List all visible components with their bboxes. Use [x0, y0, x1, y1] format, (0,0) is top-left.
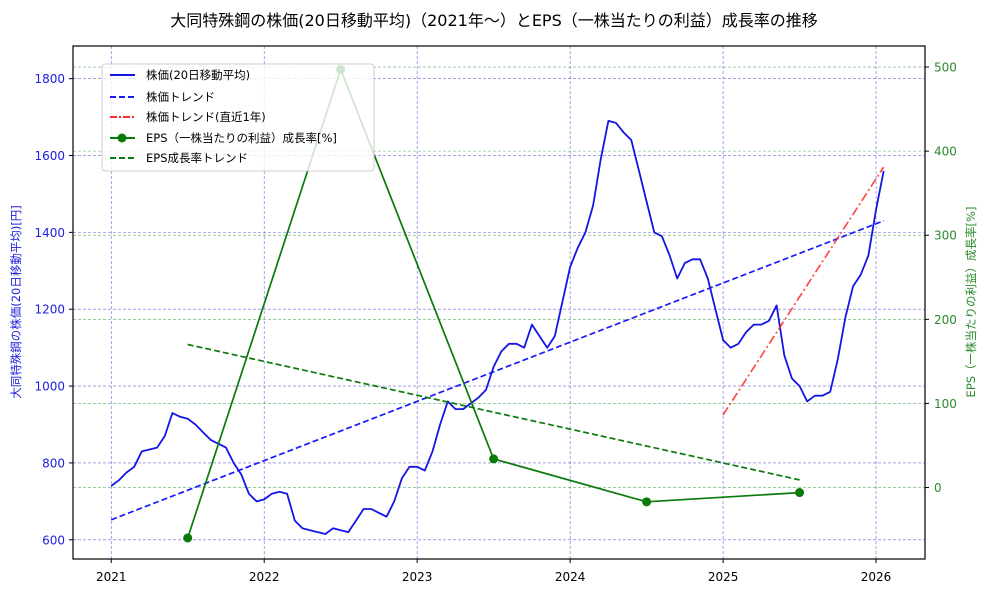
- x-axis: 2021 2022 2023 2024 2025 2026: [96, 559, 891, 584]
- chart-title: 大同特殊鋼の株価(20日移動平均)（2021年〜）とEPS（一株当たりの利益）成…: [170, 11, 817, 30]
- x-tick-label: 2026: [861, 570, 892, 584]
- x-tick-label: 2023: [402, 570, 433, 584]
- eps-point: [642, 497, 652, 507]
- eps-trend-line: [187, 343, 800, 481]
- legend-item-price-trend: 株価トレンド: [110, 90, 215, 104]
- price-line: [110, 120, 885, 535]
- y-left-tick-label: 800: [42, 456, 65, 470]
- svg-text:株価(20日移動平均): 株価(20日移動平均): [146, 68, 250, 82]
- legend-item-eps-trend: EPS成長率トレンド: [110, 151, 248, 165]
- y-left-tick-label: 600: [42, 533, 65, 547]
- price-trend-recent-line: [722, 166, 885, 416]
- y-axis-right-label: EPS（一株当たりの利益）成長率[%]: [964, 207, 978, 398]
- y-right-tick-label: 0: [934, 481, 942, 495]
- legend-item-eps: EPS（一株当たりの利益）成長率[%]: [110, 131, 337, 145]
- y-axis-left-label: 大同特殊鋼の株価(20日移動平均)[円]: [9, 205, 23, 399]
- svg-text:EPS（一株当たりの利益）成長率[%]: EPS（一株当たりの利益）成長率[%]: [146, 131, 337, 145]
- y-right-tick-label: 400: [934, 145, 957, 159]
- eps-point: [183, 533, 193, 543]
- legend: 株価(20日移動平均) 株価トレンド 株価トレンド(直近1年) EPS（一株当た…: [101, 63, 375, 172]
- y-left-tick-label: 1200: [34, 303, 65, 317]
- y-right-tick-label: 100: [934, 397, 957, 411]
- price-trend-line: [110, 220, 885, 521]
- eps-point: [795, 488, 805, 498]
- legend-box: [101, 63, 375, 172]
- eps-point: [489, 454, 499, 464]
- y-right-tick-label: 300: [934, 229, 957, 243]
- y-left-tick-label: 1800: [34, 72, 65, 86]
- y-left-tick-label: 1600: [34, 149, 65, 163]
- x-tick-label: 2025: [708, 570, 739, 584]
- svg-text:株価トレンド: 株価トレンド: [146, 90, 215, 104]
- legend-item-price: 株価(20日移動平均): [110, 68, 250, 82]
- x-tick-label: 2022: [249, 570, 280, 584]
- svg-text:株価トレンド(直近1年): 株価トレンド(直近1年): [146, 110, 266, 124]
- y-axis-left: 600 800 1000 1200 1400 1600 1800: [34, 72, 73, 547]
- x-tick-label: 2024: [555, 570, 586, 584]
- y-left-tick-label: 1400: [34, 226, 65, 240]
- plot-frame: [72, 45, 926, 560]
- y-axis-right: 0 100 200 300 400 500: [925, 61, 957, 495]
- y-right-tick-label: 200: [934, 313, 957, 327]
- x-tick-label: 2021: [96, 570, 127, 584]
- svg-text:EPS成長率トレンド: EPS成長率トレンド: [146, 151, 248, 165]
- legend-item-price-trend-recent: 株価トレンド(直近1年): [110, 110, 266, 124]
- y-right-tick-label: 500: [934, 61, 957, 75]
- y-left-tick-label: 1000: [34, 380, 65, 394]
